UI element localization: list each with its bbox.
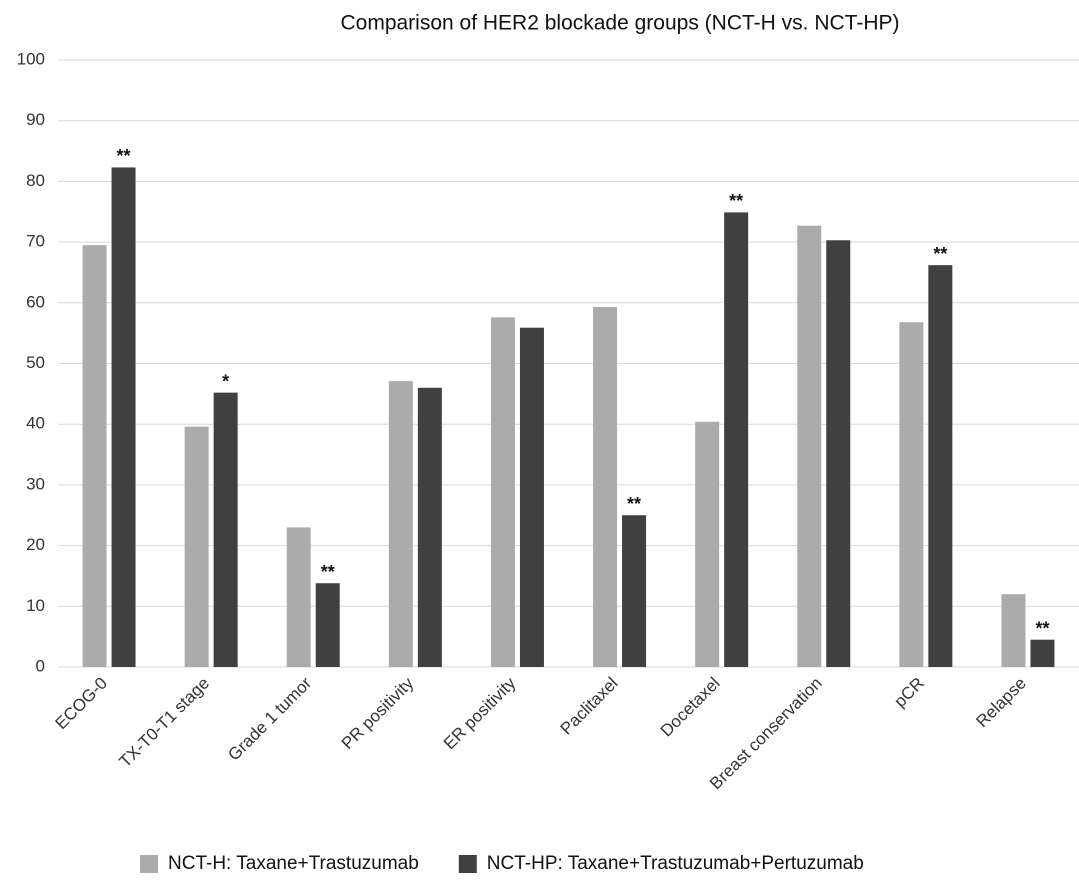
bar — [519, 327, 544, 667]
x-tick-label: Relapse — [972, 674, 1030, 732]
significance-label: * — [222, 371, 229, 391]
x-tick-label: Docetaxel — [657, 674, 724, 741]
bar — [417, 387, 442, 667]
bar — [797, 225, 822, 667]
significance-label: ** — [321, 562, 335, 582]
legend-swatch — [458, 855, 477, 873]
chart-title: Comparison of HER2 blockade groups (NCT-… — [340, 12, 899, 35]
bar — [899, 322, 924, 667]
significance-label: ** — [729, 191, 743, 211]
bar — [724, 212, 749, 667]
legend-swatch — [140, 855, 158, 873]
bar — [928, 265, 953, 667]
x-tick-label: Grade 1 tumor — [224, 673, 315, 764]
x-tick-label: ER positivity — [440, 673, 520, 753]
bar — [315, 583, 340, 667]
bar — [1030, 639, 1055, 667]
significance-label: ** — [1035, 618, 1049, 638]
bar — [826, 240, 851, 668]
bar — [213, 392, 238, 667]
bar — [695, 421, 720, 667]
x-tick-label: Breast conservation — [706, 674, 826, 794]
bar — [388, 381, 413, 667]
bar — [82, 245, 107, 667]
legend-label: NCT-HP: Taxane+Trastuzumab+Pertuzumab — [487, 853, 864, 874]
bar — [111, 167, 136, 667]
y-tick-label: 40 — [26, 414, 45, 433]
y-tick-label: 10 — [26, 596, 45, 615]
y-tick-label: 30 — [26, 474, 45, 493]
bar — [593, 307, 618, 667]
bar — [622, 515, 647, 667]
y-tick-label: 0 — [36, 656, 45, 675]
legend-label: NCT-H: Taxane+Trastuzumab — [168, 853, 419, 874]
significance-label: ** — [933, 244, 947, 264]
x-tick-label: ECOG-0 — [52, 674, 112, 734]
x-tick-label: Paclitaxel — [557, 674, 622, 739]
x-tick-label: PR positivity — [338, 673, 418, 753]
significance-label: ** — [117, 146, 131, 166]
bar — [184, 426, 209, 667]
bar — [286, 527, 311, 667]
y-tick-label: 100 — [17, 49, 45, 68]
significance-label: ** — [627, 494, 641, 514]
x-tick-label: pCR — [890, 674, 927, 711]
x-tick-label: TX-T0-T1 stage — [116, 674, 214, 772]
bar — [490, 317, 515, 667]
y-tick-label: 60 — [26, 292, 45, 311]
bar — [1001, 594, 1026, 667]
y-tick-label: 20 — [26, 535, 45, 554]
y-tick-label: 80 — [26, 171, 45, 190]
y-tick-label: 50 — [26, 353, 45, 372]
y-tick-label: 90 — [26, 110, 45, 129]
y-tick-label: 70 — [26, 232, 45, 251]
